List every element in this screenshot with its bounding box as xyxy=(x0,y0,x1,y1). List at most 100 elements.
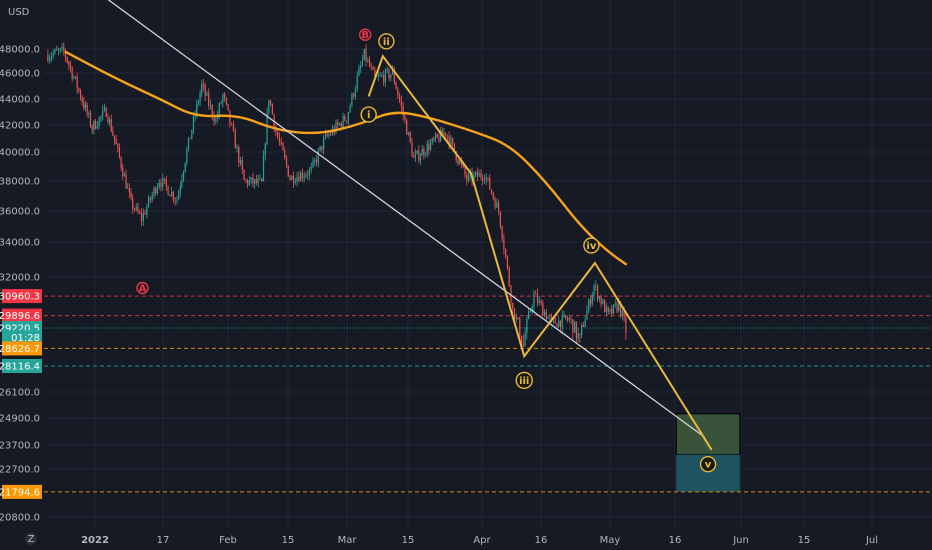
price-tick-label: 46000.0 xyxy=(0,69,40,80)
candle-body xyxy=(328,134,330,136)
candle-body xyxy=(285,157,288,166)
candle-body xyxy=(342,116,344,128)
price-tag-label: 29896.6 xyxy=(0,311,40,322)
time-tick-label: Mar xyxy=(338,535,358,546)
candle-body xyxy=(139,212,141,214)
candle-body xyxy=(505,249,507,257)
candle-body xyxy=(132,198,134,210)
time-tick-label: 15 xyxy=(798,535,811,546)
time-axis-panel[interactable] xyxy=(0,528,932,550)
price-tick-label: 38000.0 xyxy=(0,177,40,188)
candle-body xyxy=(397,89,399,96)
candle-body xyxy=(602,300,604,305)
candle-body xyxy=(312,160,314,167)
candle-body xyxy=(254,179,256,184)
candle-body xyxy=(524,332,526,346)
candle-body xyxy=(98,117,100,127)
candle-body xyxy=(271,104,273,115)
candle-body xyxy=(155,188,157,194)
candle-body xyxy=(595,285,597,287)
candle-body xyxy=(257,178,259,184)
candle-body xyxy=(125,174,127,189)
candle-body xyxy=(118,146,121,158)
timezone-icon-wrap[interactable]: Z xyxy=(25,533,37,545)
candle-body xyxy=(289,176,291,180)
candle-body xyxy=(494,198,496,208)
candle-body xyxy=(450,138,452,146)
candle-body xyxy=(74,76,77,78)
candle-body xyxy=(61,46,63,49)
candle-body xyxy=(528,311,530,319)
candle-body xyxy=(423,149,425,156)
price-tick-label: 34000.0 xyxy=(0,238,40,249)
candle-body xyxy=(605,306,608,313)
candle-body xyxy=(326,134,328,136)
price-axis[interactable]: 48000.0 46000.0 44000.0 42000.0 40000.0 38000… xyxy=(0,45,40,524)
candle-body xyxy=(68,61,70,65)
price-axis-panel[interactable] xyxy=(0,0,44,550)
candle-body xyxy=(192,116,195,130)
timezone-icon-label: Z xyxy=(28,534,35,545)
candle-body xyxy=(413,155,415,158)
candle-body xyxy=(476,171,478,177)
candle-body xyxy=(351,93,353,106)
candle-body xyxy=(234,131,236,149)
candle-body xyxy=(243,169,245,180)
candle-body xyxy=(89,113,92,127)
candle-body xyxy=(54,49,56,54)
candle-body xyxy=(181,178,183,186)
candle-body xyxy=(393,69,395,83)
price-tick-label: 26100.0 xyxy=(0,388,40,399)
candle-body xyxy=(184,162,186,172)
candle-body xyxy=(171,191,173,197)
candle-body xyxy=(189,137,191,139)
candle-body xyxy=(300,172,302,182)
candle-body xyxy=(374,69,376,77)
candle-body xyxy=(135,206,137,210)
candle-body xyxy=(227,104,229,111)
time-tick-label: 16 xyxy=(669,535,682,546)
candle-body xyxy=(340,123,342,128)
wave-label: ii xyxy=(383,37,390,48)
candle-body xyxy=(618,301,620,312)
candle-body xyxy=(464,166,466,175)
candle-body xyxy=(363,48,365,60)
time-axis[interactable]: 2022 17 Feb 15 Mar 15 Apr 16 May 16 Jun 15 Jul xyxy=(81,535,878,546)
candle-body xyxy=(93,120,95,130)
price-tag xyxy=(2,359,42,373)
candle-body xyxy=(172,191,174,200)
candle-body xyxy=(315,159,318,163)
candle-body xyxy=(404,115,406,120)
candle-body xyxy=(536,293,539,303)
candle-body xyxy=(201,83,203,94)
target-zone xyxy=(675,413,741,492)
candle-body xyxy=(591,295,593,305)
candle-body xyxy=(526,318,528,333)
candle-body xyxy=(49,57,51,61)
price-tag xyxy=(2,330,42,345)
candle-body xyxy=(566,318,569,320)
candle-body xyxy=(520,336,523,344)
timezone-icon[interactable] xyxy=(25,533,37,545)
candle-body xyxy=(123,174,126,177)
price-tick-label: 48000.0 xyxy=(0,45,40,56)
price-tag-label: 28116.4 xyxy=(0,362,40,373)
candle-body xyxy=(120,157,122,168)
candle-body xyxy=(278,137,281,142)
price-tag-label: 29220.5 xyxy=(0,324,40,335)
candle-body xyxy=(148,197,150,207)
candle-body xyxy=(600,296,602,305)
candle-body xyxy=(264,143,266,156)
wave-label: iii xyxy=(519,376,529,387)
candle-body xyxy=(365,48,367,62)
candle-body xyxy=(103,107,106,111)
candle-body xyxy=(428,144,430,151)
candle-body xyxy=(83,102,85,108)
candle-body xyxy=(197,102,200,104)
candle-body xyxy=(113,135,116,140)
candle-body xyxy=(199,93,201,103)
candle-body xyxy=(445,132,447,136)
candle-body xyxy=(368,60,371,67)
candle-body xyxy=(400,100,402,107)
